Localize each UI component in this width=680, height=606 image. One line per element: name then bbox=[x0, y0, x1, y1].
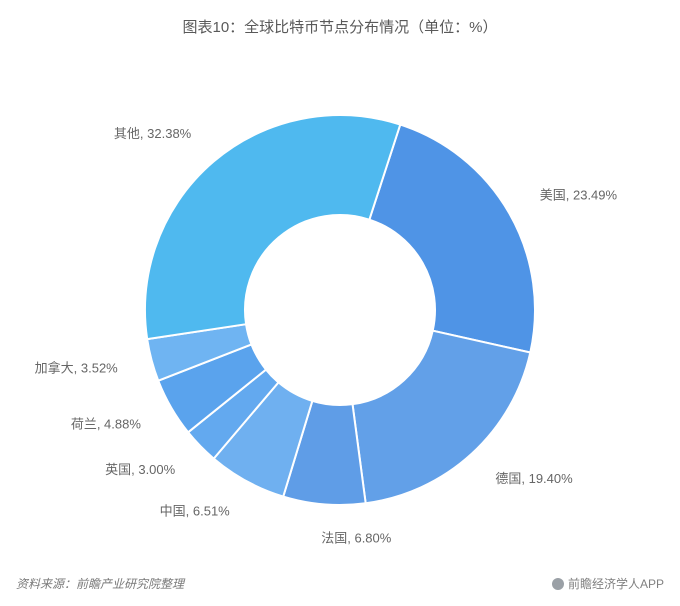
slice-label-英国: 英国, 3.00% bbox=[105, 462, 176, 477]
brand-dot-icon bbox=[552, 578, 564, 590]
chart-container: 图表10：全球比特币节点分布情况（单位：%） 美国, 23.49%德国, 19.… bbox=[0, 0, 680, 606]
slice-label-荷兰: 荷兰, 4.88% bbox=[71, 417, 142, 432]
slice-label-法国: 法国, 6.80% bbox=[321, 531, 392, 546]
slice-label-加拿大: 加拿大, 3.52% bbox=[35, 361, 119, 376]
brand-mark: 前瞻经济学人APP bbox=[552, 575, 664, 592]
slice-label-美国: 美国, 23.49% bbox=[540, 187, 618, 202]
slice-label-德国: 德国, 19.40% bbox=[495, 471, 573, 486]
donut-chart: 美国, 23.49% 德国, 19.40% 法国, 6.80% 中国, 6.51% 英国… bbox=[0, 0, 680, 606]
slice-label-中国: 中国, 6.51% bbox=[160, 503, 231, 518]
source-text: 资料来源：前瞻产业研究院整理 bbox=[16, 575, 184, 592]
slice-label-其他: 其他, 32.38% bbox=[114, 126, 192, 141]
brand-text: 前瞻经济学人APP bbox=[568, 575, 664, 592]
slice-美国 bbox=[369, 125, 535, 353]
slice-其他 bbox=[145, 115, 400, 339]
